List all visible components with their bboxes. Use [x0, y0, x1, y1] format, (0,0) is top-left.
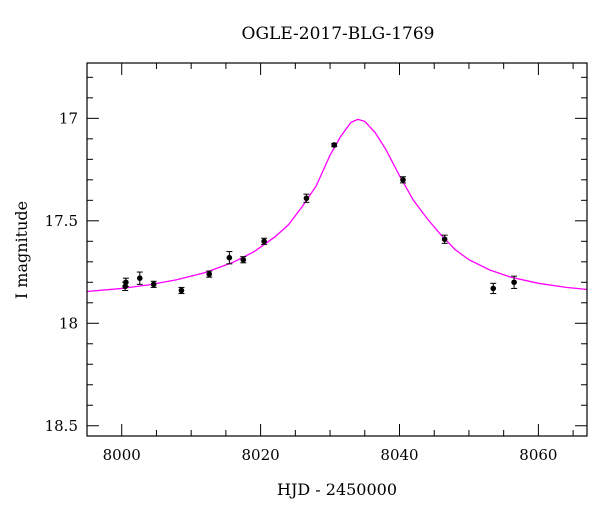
- plot-frame: [86, 62, 588, 437]
- point-marker: [136, 275, 143, 281]
- point-marker: [261, 238, 267, 245]
- model-curve: [86, 118, 588, 293]
- chart-title: OGLE-2017-BLG-1769: [242, 24, 435, 44]
- data-point: [178, 286, 185, 295]
- x-tick-label: 8060: [519, 446, 557, 464]
- point-marker: [303, 195, 310, 202]
- y-tick-label: 18.5: [45, 417, 78, 435]
- y-tick-label: 18: [59, 314, 78, 332]
- point-marker: [178, 287, 185, 294]
- data-point: [303, 193, 310, 203]
- point-marker: [206, 271, 213, 277]
- data-point: [261, 237, 268, 245]
- y-tick-label: 17: [59, 109, 78, 127]
- point-marker: [123, 279, 129, 286]
- point-marker: [490, 285, 497, 292]
- x-tick-label: 8020: [242, 446, 280, 464]
- plot-area: [86, 118, 588, 295]
- point-marker: [441, 236, 448, 243]
- axes: 8000 8020 8040 8060 17 17.5 18 18.5: [45, 63, 587, 464]
- x-tick-label: 8040: [380, 446, 418, 464]
- point-marker: [331, 142, 338, 148]
- point-marker: [240, 256, 247, 263]
- data-point: [122, 277, 129, 287]
- y-axis-label: I magnitude: [12, 201, 31, 299]
- data-point: [331, 142, 338, 148]
- data-point: [206, 270, 213, 278]
- x-axis-label: HJD - 2450000: [277, 480, 397, 499]
- data-point: [240, 256, 247, 264]
- data-point: [399, 176, 406, 184]
- point-marker: [400, 177, 406, 183]
- point-marker: [226, 254, 233, 261]
- y-tick-label: 17.5: [45, 212, 78, 230]
- data-point: [226, 251, 233, 265]
- data-point: [511, 275, 518, 289]
- point-marker: [511, 279, 517, 286]
- point-marker: [150, 281, 157, 288]
- data-point: [136, 271, 143, 285]
- data-point: [441, 234, 448, 244]
- data-point: [150, 280, 157, 288]
- x-tick-label: 8000: [103, 446, 141, 464]
- data-point: [490, 282, 497, 295]
